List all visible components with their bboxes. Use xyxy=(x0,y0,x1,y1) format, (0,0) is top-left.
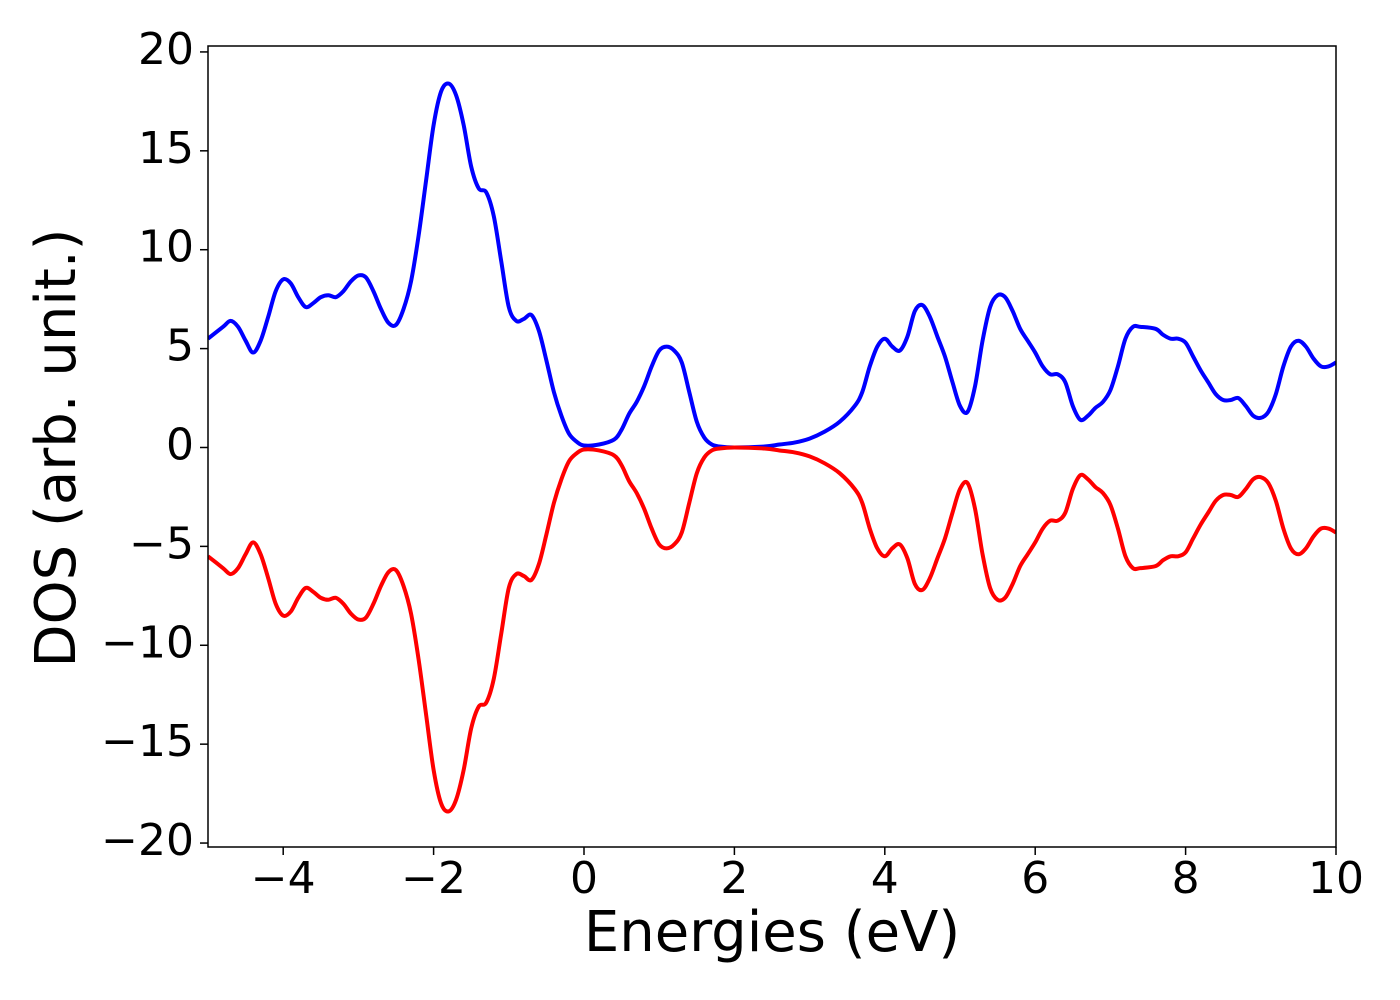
y-tick-label: −15 xyxy=(101,716,194,767)
dos-line xyxy=(208,445,1336,814)
plot-frame xyxy=(207,45,1337,848)
x-tick-label: 4 xyxy=(871,853,899,904)
x-tick-label: 6 xyxy=(1021,853,1049,904)
x-axis-label: Energies (eV) xyxy=(584,900,960,965)
y-tick-label: 0 xyxy=(166,419,194,470)
y-axis-label: DOS (arb. unit.) xyxy=(24,228,89,667)
dos-line xyxy=(208,81,1336,450)
x-tick-label: −4 xyxy=(251,853,316,904)
y-tick-label: −20 xyxy=(101,815,194,866)
x-tick-label: 0 xyxy=(570,853,598,904)
y-tick-label: 5 xyxy=(166,321,194,372)
y-tick-label: −10 xyxy=(101,617,194,668)
x-tick-label: 10 xyxy=(1308,853,1364,904)
x-tick-label: 8 xyxy=(1172,853,1200,904)
y-tick-label: 15 xyxy=(138,123,194,174)
x-tick-label: −2 xyxy=(401,853,466,904)
y-tick-label: 20 xyxy=(138,24,194,75)
y-tick-label: −5 xyxy=(129,518,194,569)
x-tick-label: 2 xyxy=(720,853,748,904)
y-tick-label: 10 xyxy=(138,222,194,273)
